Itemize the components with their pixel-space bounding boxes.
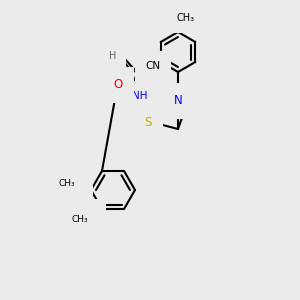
Text: N: N — [174, 94, 182, 107]
Text: NH: NH — [132, 91, 148, 101]
Text: CH₃: CH₃ — [72, 214, 88, 224]
Text: O: O — [72, 179, 82, 193]
Text: H: H — [109, 51, 117, 61]
Text: CH₃: CH₃ — [177, 13, 195, 23]
Text: O: O — [85, 211, 94, 224]
Text: S: S — [144, 116, 152, 130]
Text: CH₃: CH₃ — [59, 179, 75, 188]
Text: CN: CN — [146, 61, 160, 71]
Text: O: O — [113, 79, 123, 92]
